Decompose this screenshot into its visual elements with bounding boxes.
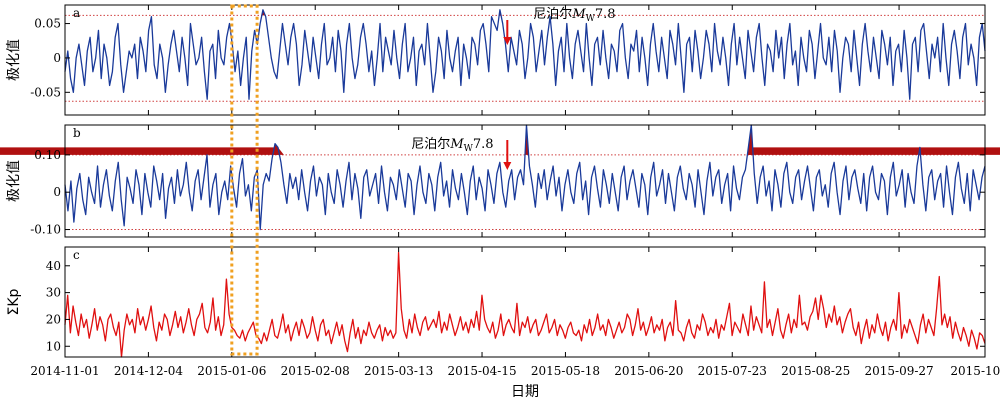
y-axis-title: 极化值 bbox=[6, 39, 22, 81]
earthquake-arrowhead bbox=[503, 162, 512, 170]
x-tick-label: 2015-06-20 bbox=[614, 364, 683, 378]
earthquake-arrowhead bbox=[503, 37, 512, 45]
x-tick-label: 2015-09-27 bbox=[864, 364, 933, 378]
panel-letter: c bbox=[73, 248, 80, 262]
panel-frame bbox=[64, 124, 986, 238]
panel-letter: a bbox=[73, 6, 80, 20]
panel-letter: b bbox=[73, 126, 81, 140]
y-tick-label: 30 bbox=[46, 286, 61, 300]
earthquake-label-num: 7.8 bbox=[473, 137, 494, 152]
x-tick-label: 2015-07-23 bbox=[698, 364, 767, 378]
x-tick-label: 2014-12-04 bbox=[114, 364, 184, 378]
y-tick-label: 20 bbox=[46, 312, 61, 326]
y-tick-label: 0.05 bbox=[34, 17, 61, 31]
x-tick-label: 2015-08-25 bbox=[781, 364, 850, 378]
earthquake-label-sub: W bbox=[586, 14, 596, 24]
panel-b: -0.10 0 0.10 b 极化值 尼泊尔MW7.8 bbox=[0, 124, 1000, 238]
y-tick-label: 0.10 bbox=[34, 148, 61, 162]
y-tick-label: -0.10 bbox=[30, 223, 61, 237]
anomaly-peak bbox=[747, 147, 1000, 155]
earthquake-label-m: M bbox=[449, 137, 464, 152]
overlay bbox=[230, 4, 259, 356]
panel-c: 10 20 30 40 c ΣKp bbox=[6, 246, 986, 358]
earthquake-label-m: M bbox=[571, 7, 586, 22]
x-tick-label: 2015-01-06 bbox=[197, 364, 266, 378]
x-tick-label: 2014-11-01 bbox=[30, 364, 99, 378]
earthquake-label-sub: W bbox=[464, 144, 474, 154]
polarization-series-line bbox=[64, 124, 986, 231]
earthquake-label: 尼泊尔MW7.8 bbox=[411, 137, 493, 154]
x-axis-title: 日期 bbox=[511, 384, 539, 400]
anomaly-peak bbox=[0, 147, 280, 155]
y-tick-label: -0.05 bbox=[30, 85, 61, 99]
panel-frame bbox=[64, 246, 986, 358]
x-tick-label: 2015-04-15 bbox=[447, 364, 516, 378]
earthquake-label-num: 7.8 bbox=[595, 7, 616, 22]
x-tick-label: 2015-05-18 bbox=[531, 364, 600, 378]
earthquake-label-prefix: 尼泊尔 bbox=[411, 137, 450, 152]
kp-series-line bbox=[64, 251, 986, 358]
polarization-series-line bbox=[64, 9, 986, 100]
panel-a: -0.05 0 0.05 a 极化值 尼泊尔MW7.8 bbox=[6, 4, 986, 116]
earthquake-label: 尼泊尔MW7.8 bbox=[533, 7, 615, 24]
y-tick-label: 40 bbox=[46, 259, 61, 273]
x-axis: 2014-11-01 2014-12-04 2015-01-06 2015-02-08… bbox=[30, 364, 1000, 400]
panel-frame bbox=[64, 4, 986, 116]
x-tick-label: 2015-03-13 bbox=[364, 364, 433, 378]
highlight-box bbox=[230, 4, 259, 356]
y-tick-label: 0 bbox=[53, 51, 61, 65]
x-tick-label: 2015-02-08 bbox=[281, 364, 350, 378]
earthquake-label-prefix: 尼泊尔 bbox=[533, 7, 572, 22]
x-tick-label: 2015-10-31 bbox=[950, 364, 1000, 378]
y-axis-title: 极化值 bbox=[6, 160, 22, 202]
y-axis-title: ΣKp bbox=[6, 288, 22, 315]
y-tick-label: 10 bbox=[46, 339, 61, 353]
y-tick-label: 0 bbox=[53, 185, 61, 199]
